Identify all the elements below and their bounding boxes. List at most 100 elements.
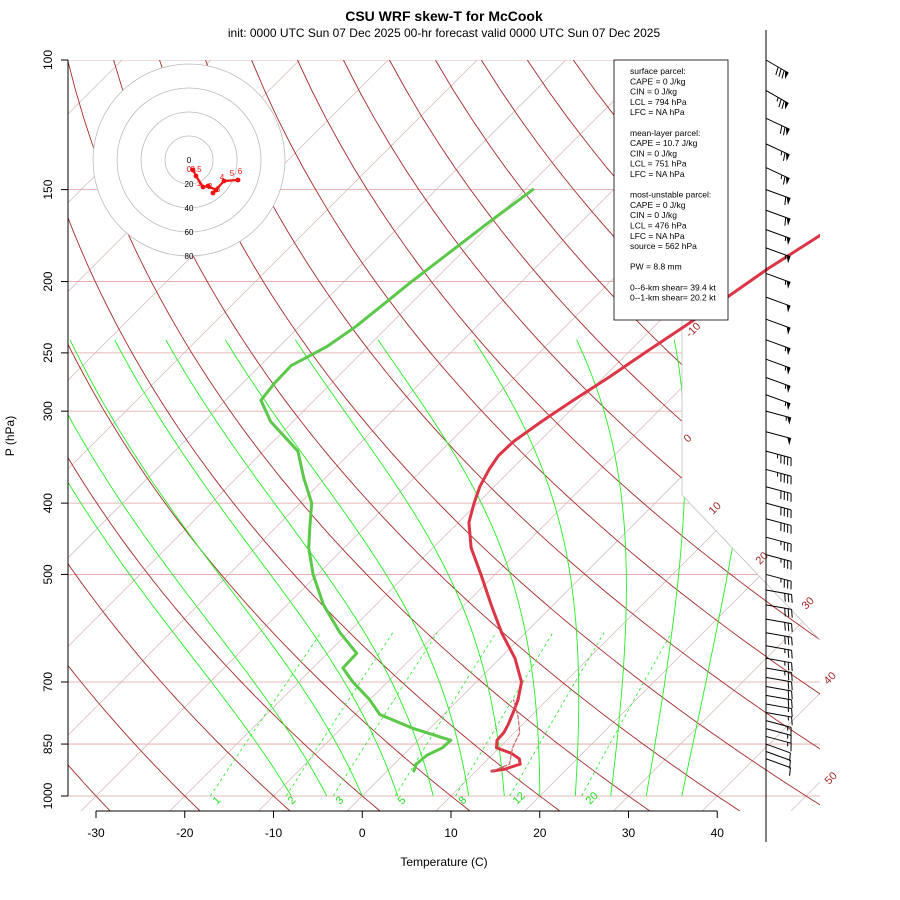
- hodograph-ring-label-80: 80: [185, 252, 194, 261]
- wind-barb-flag: [784, 608, 786, 617]
- wind-barb: [765, 358, 791, 375]
- info-line: 0--6-km shear= 39.4 kt: [630, 282, 716, 292]
- y-tick-label-500: 500: [41, 564, 55, 584]
- wind-barb-flag: [782, 152, 786, 161]
- mixing-ratio-label-20: 20: [584, 790, 601, 807]
- isotherm--100: [68, 60, 211, 204]
- wind-barb-staff: [765, 410, 792, 419]
- info-line: LCL = 794 hPa: [630, 97, 687, 107]
- info-line: LFC = NA hPa: [630, 169, 685, 179]
- hodograph-point-label-2: 2: [208, 182, 213, 191]
- wind-barb: [765, 377, 791, 393]
- moist-adiabat--8: [68, 481, 292, 797]
- wind-barb: [765, 167, 790, 185]
- mixing-ratio-lines: [209, 632, 672, 797]
- chart-title: CSU WRF skew-T for McCook: [345, 8, 543, 24]
- wind-barb-staff: [765, 502, 792, 511]
- wind-barb-staff: [765, 536, 792, 545]
- hodograph-point-label-4: 4: [220, 173, 225, 182]
- hodograph-ring-label-0: 0: [187, 156, 192, 165]
- wind-barb-flag: [781, 100, 785, 110]
- wind-barb-staff: [765, 573, 792, 582]
- wind-barb: [765, 318, 791, 335]
- wind-barb: [765, 703, 793, 717]
- hodograph-ring-label-40: 40: [185, 204, 194, 213]
- hodograph-point: [200, 184, 206, 190]
- wind-barb-staff: [765, 735, 792, 744]
- hodograph: 0 20 40 60 80 0 0.5 1 2 3 4 5 6: [92, 63, 286, 261]
- wind-barb-flag: [787, 671, 790, 681]
- wind-barb: [765, 676, 793, 691]
- wind-barb-flag: [787, 690, 790, 699]
- chart-subtitle: init: 0000 UTC Sun 07 Dec 2025 00-hr for…: [228, 26, 661, 40]
- wind-barb-flag: [782, 176, 786, 185]
- wind-barb-pennant: [786, 197, 791, 206]
- wind-barb: [765, 735, 792, 752]
- wind-barb: [765, 296, 791, 313]
- wind-barb-flag: [791, 650, 793, 659]
- wind-barb-staff: [765, 247, 791, 258]
- wind-barb-staff: [765, 720, 792, 728]
- wind-barb-staff: [765, 117, 790, 130]
- wind-barb: [765, 686, 793, 700]
- info-line: 0--1-km shear= 20.2 kt: [630, 293, 716, 303]
- wind-barb: [765, 645, 793, 659]
- wind-barb-pennant: [785, 71, 789, 80]
- mixing-ratio-5: [394, 632, 497, 797]
- dry-adiabat-110: [435, 60, 820, 483]
- wind-barb-flag: [791, 699, 793, 709]
- wind-barb: [765, 431, 792, 446]
- isotherm--70: [68, 60, 478, 470]
- isotherm--50: [68, 60, 655, 647]
- wind-barb-flag: [787, 593, 790, 603]
- wind-barb-flag: [787, 699, 790, 708]
- wind-barb-flag: [778, 99, 782, 108]
- mixing-ratio-20: [581, 632, 672, 797]
- x-tick-label-10: 10: [444, 826, 458, 840]
- hodograph-point-label-5: 5: [230, 169, 235, 178]
- wind-barb-staff: [765, 450, 792, 459]
- wind-barb-pennant: [785, 101, 789, 110]
- hodograph-point: [190, 167, 196, 173]
- wind-barb-pennant: [786, 217, 791, 226]
- moist-adiabat-0: [69, 339, 363, 797]
- x-tick-label-0: 0: [359, 826, 366, 840]
- wind-barb-flag: [791, 708, 793, 717]
- dry-adiabat-20: [68, 216, 561, 811]
- wind-barb-staff: [765, 743, 791, 754]
- y-tick-label-100: 100: [41, 50, 55, 70]
- moist-adiabat-12: [224, 339, 470, 797]
- y-tick-label-850: 850: [41, 734, 55, 754]
- mixing-ratio-label-12: 12: [511, 790, 528, 807]
- wind-barb: [765, 90, 789, 110]
- wind-barb-pennant: [785, 153, 790, 162]
- info-line: LFC = NA hPa: [630, 231, 685, 241]
- wind-barb: [765, 339, 791, 356]
- wind-barb-flag: [787, 608, 790, 618]
- wind-barb-flag: [787, 662, 790, 671]
- wind-barb-flag: [782, 127, 786, 136]
- dry-adiabat-70: [251, 60, 820, 695]
- wind-barb: [765, 410, 792, 425]
- dry-adiabat--20: [68, 664, 201, 811]
- wind-barb-pennant: [786, 366, 791, 375]
- wind-barb-staff: [765, 229, 791, 239]
- wind-barb-pennant: [786, 385, 791, 393]
- hodograph-point: [210, 190, 216, 196]
- wind-barb-flag: [791, 672, 793, 681]
- wind-barb: [765, 589, 793, 603]
- wind-barb-staff: [765, 318, 791, 329]
- dry-adiabat-200: [849, 60, 900, 812]
- y-axis-label: P (hPa): [3, 416, 17, 456]
- info-line: CAPE = 0 J/kg: [630, 200, 686, 210]
- wind-barb-pennant: [786, 255, 791, 264]
- dry-adiabat-label-40: 40: [822, 670, 839, 687]
- wind-barb: [765, 694, 793, 709]
- wind-barb-pennant: [785, 176, 790, 185]
- wind-barb-staff: [765, 59, 789, 74]
- hodograph-point-label-6: 6: [238, 167, 243, 176]
- wind-barb-staff: [765, 751, 791, 761]
- wind-barb-flag: [784, 622, 786, 631]
- hodograph-ring-label-20: 20: [185, 180, 194, 189]
